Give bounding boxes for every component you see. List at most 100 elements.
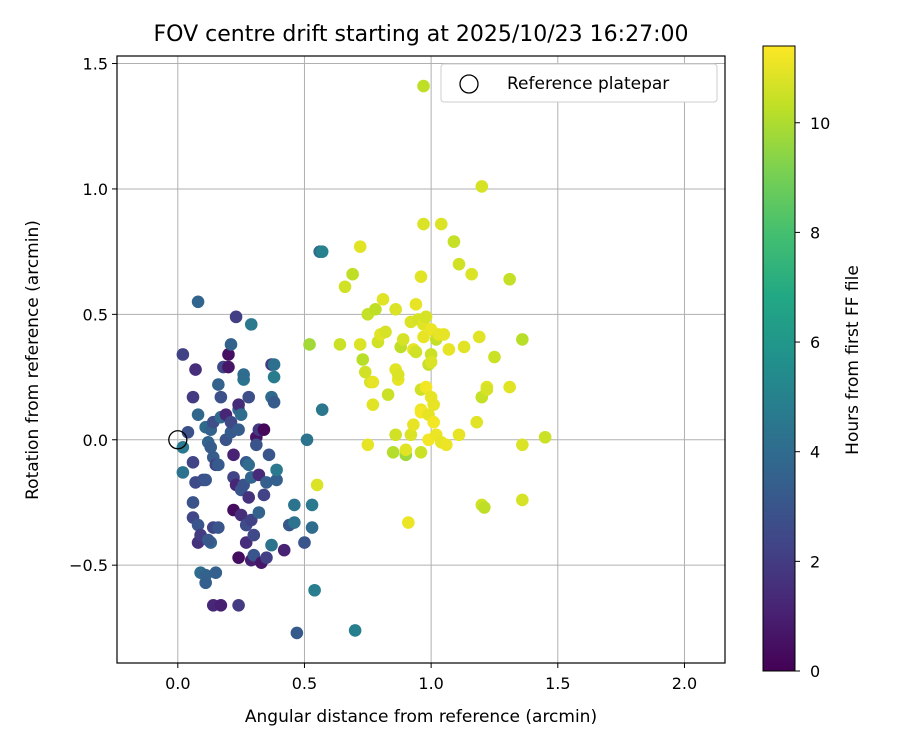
y-axis-ticks: −0.5 0.0 0.5 1.0 1.5 xyxy=(69,55,117,575)
legend-label: Reference platepar xyxy=(507,74,669,94)
colorbar-tick-label: 8 xyxy=(810,223,820,242)
colorbar-label: Hours from first FF file xyxy=(843,265,863,455)
data-point xyxy=(222,360,235,374)
data-point xyxy=(516,333,529,346)
data-point xyxy=(353,240,367,253)
data-point xyxy=(242,491,256,504)
colorbar-tick-label: 6 xyxy=(810,333,820,352)
data-point xyxy=(369,303,382,316)
legend-box xyxy=(440,63,718,103)
data-point xyxy=(209,566,223,580)
y-axis-label: Rotation from reference (arcmin) xyxy=(23,220,43,500)
data-point xyxy=(181,425,195,439)
data-point xyxy=(465,267,478,281)
x-tick-label: 1.5 xyxy=(545,674,570,693)
colorbar-gradient xyxy=(762,45,796,672)
data-point xyxy=(391,368,405,381)
legend-marker xyxy=(459,74,479,94)
data-point xyxy=(366,398,380,411)
chart-title: FOV centre drift starting at 2025/10/23 … xyxy=(154,22,689,47)
data-point xyxy=(270,473,283,487)
data-point xyxy=(212,378,225,391)
data-point xyxy=(308,583,321,597)
data-point xyxy=(376,293,390,306)
data-point xyxy=(417,79,430,93)
data-point xyxy=(516,438,529,452)
x-axis-label: Angular distance from reference (arcmin) xyxy=(245,707,597,727)
data-point xyxy=(267,395,281,409)
data-point xyxy=(176,348,190,361)
data-point xyxy=(475,180,489,193)
data-point xyxy=(348,624,362,637)
data-point xyxy=(409,345,423,359)
data-point xyxy=(427,398,440,411)
data-point xyxy=(250,438,263,452)
reference-platepar-marker xyxy=(168,430,188,450)
data-point xyxy=(407,418,420,432)
data-point xyxy=(176,466,190,479)
legend: Reference platepar xyxy=(440,63,718,103)
x-tick-label: 1.0 xyxy=(418,674,443,693)
y-tick-label: −0.5 xyxy=(69,556,108,575)
data-point xyxy=(288,498,301,512)
data-point xyxy=(298,536,311,549)
data-point xyxy=(186,390,200,404)
data-point xyxy=(457,340,471,354)
data-point xyxy=(389,303,402,316)
data-point xyxy=(356,353,370,366)
data-point xyxy=(260,551,273,564)
data-point xyxy=(191,518,205,532)
x-tick-label: 2.0 xyxy=(672,674,697,693)
data-point xyxy=(277,543,291,557)
data-point xyxy=(409,298,423,311)
data-point xyxy=(386,446,400,459)
data-point xyxy=(379,325,392,339)
data-point xyxy=(346,267,359,281)
data-point xyxy=(191,408,205,421)
data-point xyxy=(404,428,418,442)
data-point xyxy=(381,388,395,401)
data-point xyxy=(191,295,205,309)
data-point xyxy=(300,433,314,447)
data-point xyxy=(186,456,200,469)
data-point xyxy=(252,506,266,519)
data-point xyxy=(260,476,273,489)
data-point xyxy=(419,380,433,394)
data-point xyxy=(442,343,456,356)
y-tick-label: 1.0 xyxy=(83,180,108,199)
data-point xyxy=(503,380,516,394)
data-point xyxy=(361,438,375,452)
colorbar-tick-label: 10 xyxy=(810,114,830,133)
data-point xyxy=(222,348,235,361)
data-point xyxy=(265,538,278,552)
data-point xyxy=(424,355,438,369)
data-point xyxy=(257,488,271,502)
data-point xyxy=(447,235,461,248)
data-point xyxy=(315,403,329,416)
x-tick-label: 0.0 xyxy=(165,674,190,693)
data-point xyxy=(538,430,552,444)
data-point xyxy=(242,390,256,404)
data-point xyxy=(290,626,304,640)
data-point xyxy=(305,521,319,534)
data-point xyxy=(333,338,347,351)
colorbar-ticks: 0 2 4 6 8 10 xyxy=(795,114,830,681)
data-point xyxy=(212,521,225,534)
data-point xyxy=(227,448,240,462)
data-point xyxy=(396,333,410,346)
colorbar-tick-label: 4 xyxy=(810,443,820,462)
data-point xyxy=(389,428,402,442)
data-point xyxy=(267,358,281,371)
data-point xyxy=(434,217,448,231)
data-point xyxy=(488,350,501,364)
y-tick-label: 1.5 xyxy=(83,55,108,74)
data-point xyxy=(232,599,245,612)
data-point xyxy=(417,217,430,231)
data-point xyxy=(480,383,494,396)
data-point xyxy=(199,473,212,487)
data-point xyxy=(366,375,380,389)
colorbar-tick-label: 2 xyxy=(810,552,820,571)
data-point xyxy=(414,270,428,284)
data-point xyxy=(270,463,283,477)
